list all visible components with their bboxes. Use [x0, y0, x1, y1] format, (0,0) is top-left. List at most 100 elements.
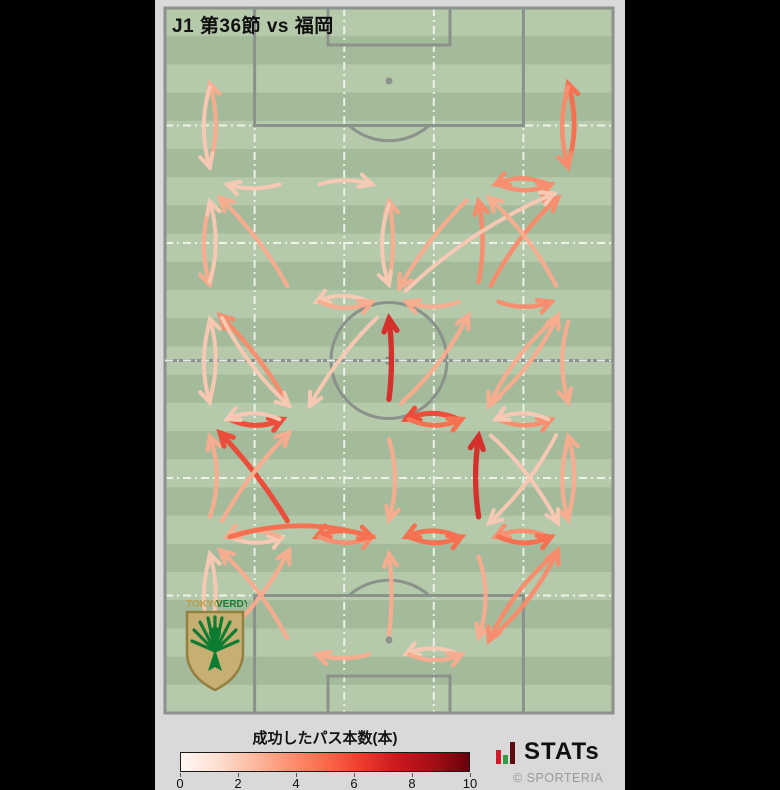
pass-arrow	[217, 195, 290, 288]
pass-arrowhead	[486, 389, 503, 410]
pass-arrow	[486, 550, 559, 643]
pass-arrowhead	[311, 649, 333, 667]
grass-stripe	[165, 459, 613, 488]
pass-arrow	[486, 195, 559, 288]
pass-arrow	[386, 551, 394, 637]
team-logo-text-verdy: VERDY	[216, 599, 247, 610]
pass-arrow	[217, 313, 290, 406]
pass-arrowhead	[445, 533, 467, 551]
legend-gradient-bar	[180, 752, 470, 772]
pass-arrowhead	[445, 651, 466, 668]
pass-arrowhead	[454, 311, 471, 332]
pass-arrow	[219, 430, 292, 523]
pass-arrowhead	[556, 151, 574, 173]
zone-grid	[165, 8, 613, 713]
pass-arrowhead	[485, 194, 505, 214]
page-title: J1 第36節 vs 福岡	[172, 16, 334, 37]
pass-arrowhead	[307, 389, 324, 410]
pass-arrowhead	[563, 431, 581, 453]
pass-arrowhead	[216, 428, 236, 449]
legend-tick-label: 8	[408, 776, 416, 790]
pass-arrowhead	[535, 297, 556, 315]
pass-arrow	[201, 84, 212, 170]
pass-arrow	[559, 84, 571, 170]
pass-arrowhead	[491, 406, 512, 422]
pass-arrowhead	[205, 197, 222, 217]
pass-arrowhead	[381, 313, 400, 335]
pass-arrowhead	[216, 194, 236, 214]
pass-arrowhead	[273, 429, 293, 449]
pass-arrow	[566, 434, 577, 519]
pass-arrowhead	[355, 298, 377, 315]
pass-arrow	[476, 199, 485, 285]
pass-arrowhead	[205, 431, 223, 453]
legend-tick-mark	[238, 773, 239, 777]
pass-arrowhead	[205, 314, 222, 335]
stats-bars-icon	[496, 742, 515, 764]
pass-arrow	[207, 434, 219, 519]
pass-arrowhead	[534, 533, 556, 551]
pass-arrowhead	[485, 508, 505, 527]
pass-arrow	[386, 437, 398, 522]
pass-arrowhead	[445, 416, 467, 433]
pass-arrow	[386, 316, 395, 402]
grass-stripe	[165, 684, 613, 714]
pass-arrow	[217, 548, 290, 641]
legend-tick-label: 10	[462, 776, 478, 790]
pass-arrow	[486, 433, 559, 526]
copyright-text: © SPORTERIA	[513, 771, 604, 785]
pass-arrow	[227, 523, 375, 540]
legend-tick-mark	[180, 773, 181, 777]
pass-arrow	[380, 202, 391, 287]
legend-tick-label: 4	[292, 776, 300, 790]
pass-arrowhead	[198, 151, 215, 172]
pass-arrowhead	[205, 549, 222, 570]
legend-title: 成功したパス本数(本)	[252, 730, 398, 747]
pass-arrowhead	[384, 503, 401, 525]
legend-tick-label: 0	[176, 776, 184, 790]
pass-arrow	[397, 198, 469, 291]
pass-arrowhead	[472, 196, 490, 217]
legend-tick-label: 6	[350, 776, 358, 790]
pass-arrowhead	[397, 272, 414, 293]
grass-stripe	[165, 36, 613, 65]
grass-stripe	[165, 149, 613, 178]
pass-arrowhead	[222, 179, 243, 196]
legend-tick-label: 2	[234, 776, 242, 790]
pass-arrow	[207, 316, 218, 402]
pass-arrow	[488, 195, 561, 289]
pass-arrow	[476, 554, 488, 640]
pass-arrowhead	[474, 621, 491, 642]
pass-arrow	[486, 315, 559, 408]
tokyo-verdy-logo: TOKYO VERDY	[185, 599, 247, 692]
pass-arrow	[472, 433, 482, 520]
pass-arrowhead	[556, 386, 573, 407]
pass-arrowhead	[486, 624, 503, 646]
legend-tick-mark	[412, 773, 413, 777]
pass-arrowhead	[216, 311, 236, 331]
pass-arrowhead	[381, 549, 400, 570]
pass-arrows	[197, 78, 581, 668]
pass-arrow	[207, 199, 218, 284]
pass-arrowhead	[401, 297, 423, 315]
pass-arrow	[219, 315, 292, 408]
pass-arrow	[398, 313, 471, 406]
stats-wordmark: STATs	[524, 738, 600, 765]
pass-arrowhead	[376, 268, 393, 289]
pass-arrow	[560, 319, 571, 405]
grass-stripe	[165, 92, 613, 122]
pass-arrowhead	[356, 172, 377, 189]
legend-tick-mark	[470, 773, 471, 777]
legend-tick-mark	[296, 773, 297, 777]
pass-arrowhead	[467, 430, 486, 453]
pass-arrowhead	[355, 524, 377, 542]
grass-stripe	[165, 8, 613, 37]
pass-arrowhead	[273, 390, 293, 409]
stats-brand: STATs	[496, 740, 600, 764]
pass-arrowhead	[216, 547, 236, 566]
pass-arrow	[488, 433, 560, 526]
team-logo-text-tokyo: TOKYO	[186, 599, 222, 610]
pass-arrowhead	[538, 190, 558, 207]
